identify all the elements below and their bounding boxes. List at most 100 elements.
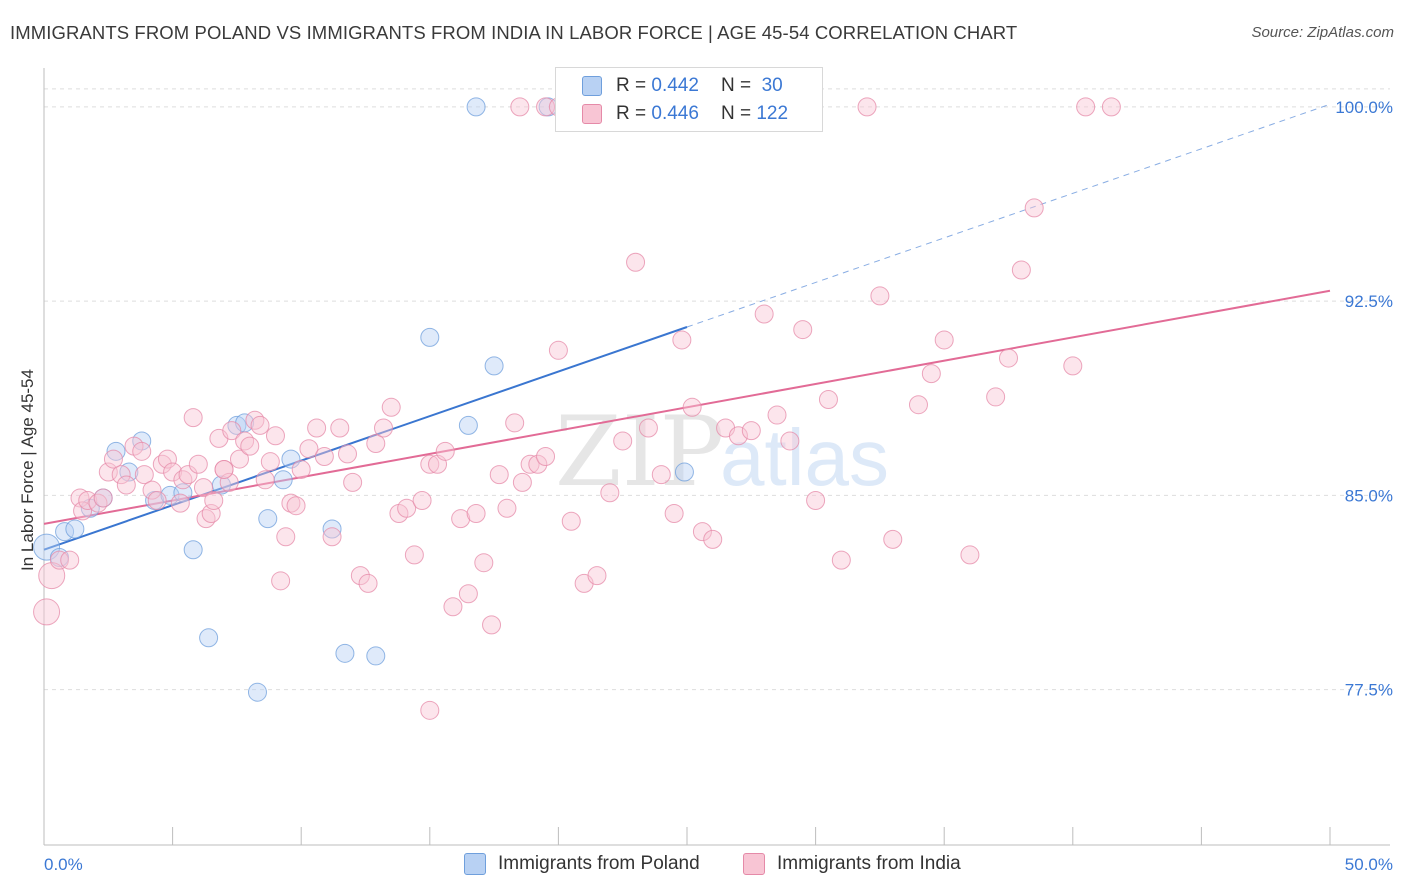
india-point: [49, 550, 69, 570]
india-point: [831, 550, 851, 570]
india-point: [157, 449, 177, 469]
india-point: [600, 483, 620, 503]
india-point: [883, 529, 903, 549]
poland-legend-label: Immigrants from Poland: [498, 853, 700, 874]
india-point: [672, 330, 692, 350]
india-point: [489, 465, 509, 485]
india-point: [307, 418, 327, 438]
india-point: [255, 470, 275, 490]
india-point: [443, 597, 463, 617]
poland-point: [183, 540, 203, 560]
india-point: [960, 545, 980, 565]
india-point: [435, 441, 455, 461]
india-point: [587, 566, 607, 586]
india-point: [474, 553, 494, 573]
y-tick-label: 100.0%: [1335, 98, 1393, 117]
india-point: [314, 447, 334, 466]
india-point: [152, 454, 172, 474]
india-point: [986, 387, 1006, 407]
india-point: [286, 496, 306, 516]
india-point: [73, 501, 93, 521]
india-point: [281, 493, 301, 513]
india-point: [103, 449, 123, 469]
series-legend-india: Immigrants from India: [743, 852, 961, 876]
stats-legend: R = 0.442 N = 30 R = 0.446 N = 122: [555, 67, 823, 132]
india-point: [1101, 97, 1121, 117]
axes: [43, 68, 1390, 846]
india-point: [134, 465, 154, 485]
poland-point: [458, 415, 478, 435]
india-point: [1063, 356, 1083, 376]
x-tick-label: 50.0%: [1345, 855, 1393, 874]
india-point: [214, 459, 234, 479]
n-value: 122: [756, 103, 789, 124]
poland-point: [258, 509, 278, 529]
india-point: [330, 418, 350, 438]
india-point: [908, 395, 928, 415]
india-point: [366, 434, 386, 454]
poland-point: [281, 449, 301, 469]
india-point: [276, 527, 296, 547]
india-point: [536, 447, 556, 466]
india-point: [147, 491, 167, 511]
india-point: [793, 320, 813, 340]
poland-point: [335, 643, 355, 663]
r-value: 0.446: [651, 103, 699, 124]
india-point: [222, 421, 242, 441]
india-point: [818, 390, 838, 410]
india-point: [482, 615, 502, 635]
n-label: N =: [720, 75, 752, 96]
india-point: [250, 415, 270, 435]
india-point: [703, 529, 723, 549]
india-point: [613, 431, 633, 451]
india-point: [343, 472, 363, 492]
india-point: [170, 493, 190, 513]
india-point: [193, 478, 213, 498]
india-point: [638, 418, 658, 438]
series-legend-poland: Immigrants from Poland: [464, 852, 700, 876]
india-point: [240, 436, 260, 456]
india-point: [497, 498, 517, 518]
india-point: [183, 408, 203, 428]
india-point: [505, 413, 525, 433]
india-point: [1024, 198, 1044, 218]
x-tick-label: 0.0%: [44, 855, 83, 874]
india-point: [142, 480, 162, 500]
tick-labels: 77.5% 85.0% 92.5% 100.0% 0.0% 50.0%: [44, 98, 1393, 874]
y-tick-label: 77.5%: [1345, 681, 1393, 700]
india-point: [374, 418, 394, 438]
india-point: [245, 410, 265, 430]
india-point: [291, 459, 311, 479]
india-point: [204, 491, 224, 511]
poland-legend-swatch: [464, 853, 486, 875]
india-point: [451, 509, 471, 529]
india-point: [196, 509, 216, 529]
india-point: [111, 465, 131, 485]
india-point: [60, 550, 80, 570]
india-point: [870, 286, 890, 306]
legend-row-india: R = 0.446 N = 122: [582, 101, 788, 127]
india-legend-label: Immigrants from India: [777, 853, 961, 874]
poland-point: [247, 682, 267, 702]
poland-point: [420, 327, 440, 347]
r-value: 0.442: [651, 75, 699, 96]
india-swatch: [582, 104, 602, 124]
india-point: [93, 488, 113, 508]
poland-point: [366, 646, 386, 666]
india-point: [420, 700, 440, 720]
india-point: [626, 252, 646, 272]
y-tick-label: 92.5%: [1345, 292, 1393, 311]
legend-row-poland: R = 0.442 N = 30: [582, 73, 783, 99]
india-point: [350, 566, 370, 586]
india-point: [178, 465, 198, 485]
india-point: [806, 491, 826, 511]
poland-trend-extrapolation: [686, 103, 1331, 328]
poland-point: [484, 356, 504, 376]
india-point: [271, 571, 291, 591]
india-point: [466, 503, 486, 523]
india-point: [999, 348, 1018, 368]
india-point: [33, 598, 61, 626]
india-point: [265, 426, 285, 446]
poland-point: [227, 415, 247, 435]
india-point: [337, 444, 357, 464]
